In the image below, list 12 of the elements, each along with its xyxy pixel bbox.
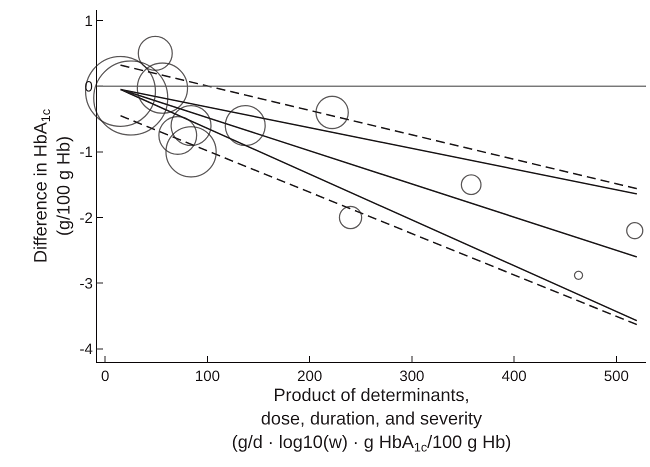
y-tick-label: -3 [80, 275, 93, 292]
x-tick-label: 500 [604, 368, 629, 386]
x-tick-label: 400 [502, 368, 527, 386]
x-axis-title: Product of determinants, dose, duration, and severity (g/d · log10(w) · g HbA$_{1c}$/100 g Hb) [232, 385, 512, 455]
y-tick-label: -1 [80, 144, 93, 162]
x-tick-label: 200 [297, 368, 322, 386]
y-tick-label: -2 [80, 210, 93, 227]
x-tick-label: 0 [101, 368, 110, 386]
y-tick-label: -4 [80, 341, 93, 358]
x-tick-label: 100 [194, 368, 220, 386]
x-tick-label: 300 [399, 368, 424, 386]
y-tick-label: 1 [84, 12, 93, 30]
